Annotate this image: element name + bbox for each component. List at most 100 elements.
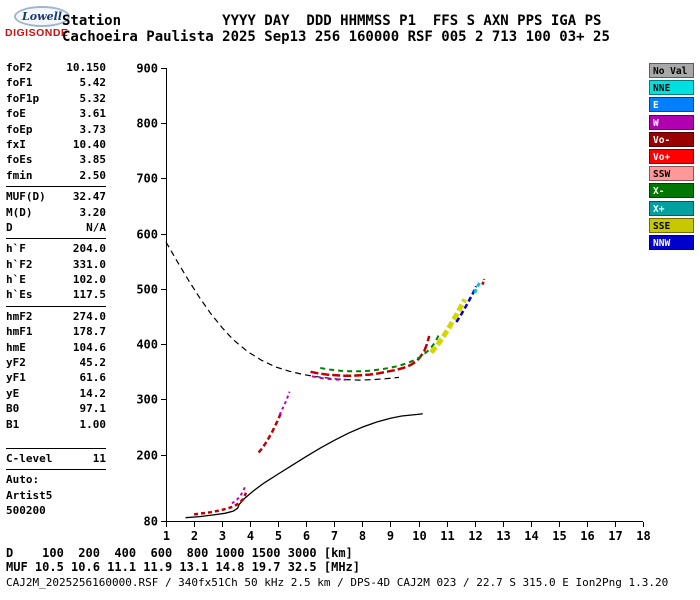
param-value: 14.2 xyxy=(79,386,107,400)
legend-item-x-: X- xyxy=(649,183,694,199)
param-value: 11 xyxy=(92,451,106,465)
param-value: 102.0 xyxy=(72,273,106,287)
bottom-block: D 100 200 400 600 800 1000 1500 3000 [km… xyxy=(6,546,668,589)
param-label: foF1p xyxy=(6,91,40,105)
series-oblique-nne xyxy=(473,280,482,294)
param-row-artist5: Artist5 xyxy=(6,488,106,503)
param-value: 61.6 xyxy=(79,371,107,385)
x-tick-label: 17 xyxy=(608,529,622,543)
separator-line xyxy=(6,469,106,471)
x-tick-label: 2 xyxy=(191,529,198,543)
param-row-fof1p: foF1p 5.32 xyxy=(6,91,106,106)
param-label: foF2 xyxy=(6,61,33,74)
param-row-foep: foEp 3.73 xyxy=(6,122,106,137)
param-value: 45.2 xyxy=(79,356,107,370)
param-value: 178.7 xyxy=(72,325,106,339)
param-label: yF1 xyxy=(6,371,26,385)
series-transmission-curve xyxy=(165,241,399,381)
param-label: 500200 xyxy=(6,504,46,518)
param-label: hmF1 xyxy=(6,325,33,339)
x-tick-label: 13 xyxy=(496,529,510,543)
y-tick-label: 500 xyxy=(136,283,158,297)
param-value: 117.5 xyxy=(72,288,106,302)
param-value: 104.6 xyxy=(72,340,106,354)
legend-item-sse: SSE xyxy=(649,217,694,233)
param-label: fxI xyxy=(6,137,26,151)
series-f1-trace-omode xyxy=(257,412,283,454)
series-true-height-profile xyxy=(185,413,423,519)
legend-item-w: W xyxy=(649,114,694,130)
param-value: 331.0 xyxy=(72,257,106,271)
header-fields-row: Station YYYY DAY DDD HHMMSS P1 FFS S AXN… xyxy=(62,13,602,29)
x-tick-label: 15 xyxy=(552,529,566,543)
legend-item-nne: NNE xyxy=(649,80,694,96)
param-row-ye: yE 14.2 xyxy=(6,386,106,401)
param-row-yf1: yF1 61.6 xyxy=(6,370,106,385)
param-value: 274.0 xyxy=(72,309,106,323)
separator-line xyxy=(6,305,106,307)
param-label: B0 xyxy=(6,402,20,416)
param-label: B1 xyxy=(6,417,20,431)
param-row-fof2: foF2 10.150 xyxy=(6,60,106,75)
legend-item-e: E xyxy=(649,97,694,113)
separator-line xyxy=(6,186,106,188)
param-row-h-es: h`Es 117.5 xyxy=(6,287,106,302)
param-row-auto-: Auto: xyxy=(6,472,106,487)
legend-item-no-val: No Val xyxy=(649,63,694,78)
param-row-fxi: fxI 10.40 xyxy=(6,137,106,152)
param-value: 2.50 xyxy=(79,168,107,182)
series-f1-trace-wmode xyxy=(278,391,291,416)
x-tick-label: 3 xyxy=(219,529,226,543)
param-row-hmf1: hmF1 178.7 xyxy=(6,324,106,339)
param-value: 32.47 xyxy=(72,190,106,204)
param-row-fof1: foF1 5.42 xyxy=(6,75,106,90)
series-f2-trace-wmode xyxy=(311,375,346,381)
status-line: CAJ2M_2025256160000.RSF / 340fx51Ch 50 k… xyxy=(6,576,669,589)
param-value: 204.0 xyxy=(72,242,106,256)
param-row-m-d-: M(D) 3.20 xyxy=(6,205,106,220)
plot-axes xyxy=(166,68,643,522)
series-oblique-sse xyxy=(429,298,467,355)
y-tick-label: 80 xyxy=(144,515,158,529)
param-value: 1.00 xyxy=(79,417,107,431)
separator-line xyxy=(6,238,106,240)
param-label: foE xyxy=(6,107,26,121)
x-tick-label: 4 xyxy=(247,529,254,543)
param-label: foF1 xyxy=(6,76,33,90)
legend-item-vo+: Vo+ xyxy=(649,148,694,164)
x-tick-label: 10 xyxy=(412,529,426,543)
legend-item-ssw: SSW xyxy=(649,166,694,182)
param-label: fmin xyxy=(6,168,33,182)
param-row-fmin: fmin 2.50 xyxy=(6,168,106,183)
y-tick-label: 400 xyxy=(136,338,158,352)
x-tick-label: 12 xyxy=(468,529,482,543)
param-label: Artist5 xyxy=(6,488,53,502)
x-tick-label: 1 xyxy=(163,529,170,543)
legend-item-vo-: Vo- xyxy=(649,131,694,147)
param-row-hme: hmE 104.6 xyxy=(6,340,106,355)
param-row-h-e: h`E 102.0 xyxy=(6,272,106,287)
x-tick-label: 6 xyxy=(303,529,310,543)
x-tick-label: 16 xyxy=(580,529,594,543)
param-value: 3.20 xyxy=(79,205,107,219)
param-label: yF2 xyxy=(6,356,26,370)
param-row-d: D N/A xyxy=(6,220,106,235)
param-value: 3.61 xyxy=(79,107,107,121)
param-row-b1: B1 1.00 xyxy=(6,417,106,432)
param-row-foe: foE 3.61 xyxy=(6,106,106,121)
param-label: Auto: xyxy=(6,473,40,487)
param-row-h-f: h`F 204.0 xyxy=(6,241,106,256)
separator-line xyxy=(6,447,106,449)
param-row-hmf2: hmF2 274.0 xyxy=(6,309,106,324)
legend-item-x+: X+ xyxy=(649,200,694,216)
x-tick-label: 11 xyxy=(440,529,454,543)
x-tick-label: 7 xyxy=(331,529,338,543)
parameter-panel: foF2 10.150 foF1 5.42 foF1p 5.32 foE 3.61 foEp 3.… xyxy=(6,60,106,519)
param-label: h`E xyxy=(6,273,26,287)
param-label: hmE xyxy=(6,340,26,354)
y-tick-label: 800 xyxy=(136,117,158,131)
param-value: 5.42 xyxy=(79,76,107,90)
header-values-row: Cachoeira Paulista 2025 Sep13 256 160000… xyxy=(62,29,610,45)
